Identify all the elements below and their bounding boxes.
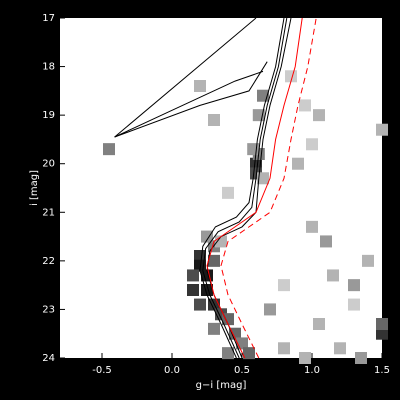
density-cell	[348, 298, 360, 311]
density-cell	[376, 318, 388, 330]
density-cell	[306, 138, 318, 151]
y-tick-label: 20	[42, 159, 55, 170]
isochrone	[114, 17, 257, 138]
isochrone	[202, 17, 288, 359]
density-cell	[376, 123, 388, 136]
y-tick-label: 24	[42, 353, 55, 364]
density-cell	[208, 114, 220, 126]
density-cell	[208, 254, 220, 267]
y-tick-label: 21	[42, 207, 55, 218]
x-tick-label: 1.5	[374, 365, 390, 376]
density-cell	[222, 347, 234, 360]
density-cell	[187, 269, 199, 282]
density-cell	[222, 313, 234, 326]
density-cell	[362, 254, 374, 267]
density-cell	[278, 342, 290, 355]
x-tick-label: 0.0	[164, 365, 180, 376]
density-cell	[103, 143, 115, 156]
density-cell	[201, 230, 213, 243]
density-cell	[243, 347, 255, 360]
y-tick-label: 23	[42, 304, 55, 315]
density-cell	[252, 109, 265, 122]
isochrone	[114, 61, 268, 138]
density-cell	[376, 327, 388, 340]
density-cell	[334, 342, 346, 355]
x-tick-label: 1.0	[304, 365, 320, 376]
density-cell	[313, 109, 325, 122]
density-cell	[208, 322, 220, 335]
isochrone	[206, 17, 303, 359]
density-cell	[299, 99, 311, 112]
density-cell	[187, 284, 199, 296]
density-cell	[327, 269, 339, 282]
x-tick-label: 0.5	[234, 365, 250, 376]
y-tick-label: 22	[42, 256, 55, 267]
density-cell	[264, 303, 276, 316]
y-tick-label: 18	[42, 62, 55, 73]
isochrone	[114, 70, 264, 138]
density-cell	[194, 80, 206, 92]
density-cell	[355, 352, 367, 364]
x-axis-label: g−i [mag]	[196, 380, 247, 391]
density-cell	[313, 318, 325, 330]
isochrones	[114, 17, 317, 359]
y-tick-label: 17	[42, 13, 55, 24]
density-cell	[320, 235, 332, 248]
density-cell	[194, 250, 206, 262]
density-cell	[194, 298, 206, 311]
density-cell	[201, 284, 213, 296]
density-cell	[229, 327, 241, 340]
density-cell	[257, 172, 269, 185]
density-cell	[222, 186, 234, 199]
density-cell	[299, 352, 311, 364]
density-cell	[278, 279, 290, 292]
density-cell	[285, 70, 297, 83]
isochrone	[199, 17, 285, 359]
density-cell	[348, 279, 360, 292]
density-cell	[250, 157, 262, 170]
y-axis-label: i [mag]	[29, 170, 40, 206]
y-tick-label: 19	[42, 110, 55, 121]
density-cell	[292, 157, 304, 170]
plot-area	[60, 18, 382, 358]
x-tick-label: -0.5	[92, 365, 112, 376]
axes: -0.5 0.0 0.5 1.0 1.5 17 18 19 20 21 22 23 24	[42, 13, 390, 376]
density-cell	[247, 143, 260, 156]
density-cell	[306, 220, 318, 233]
isochrone	[220, 17, 317, 359]
